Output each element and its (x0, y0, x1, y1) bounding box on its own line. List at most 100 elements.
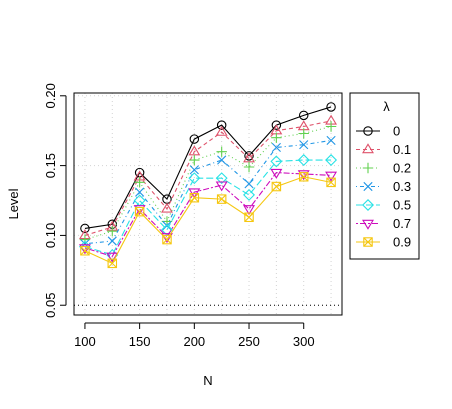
y-tick-label: 0.05 (43, 293, 58, 318)
x-tick-label: 100 (74, 334, 96, 349)
series-line (84, 106, 332, 229)
x-axis-label: N (203, 373, 212, 388)
marker-circle (298, 110, 309, 121)
marker-cross (135, 187, 145, 197)
marker-square-cross (326, 177, 336, 187)
marker-square-cross (271, 181, 281, 192)
x-tick-label: 250 (238, 334, 260, 349)
marker-square (244, 212, 254, 223)
series-line (84, 125, 332, 241)
legend-item: 0.3 (356, 179, 411, 194)
marker-circle (189, 134, 200, 144)
legend-item: 0.7 (356, 216, 411, 231)
marker-diamond (243, 188, 255, 201)
marker-square-cross (135, 207, 145, 217)
marker-plus (134, 177, 145, 188)
marker-square-cross (217, 194, 227, 204)
marker-triangle-up (243, 152, 255, 163)
series-0-3 (80, 135, 336, 249)
series-0-9 (80, 172, 336, 269)
marker-square (80, 246, 90, 256)
y-tick-label: 0.20 (43, 83, 58, 108)
marker-plus (189, 154, 200, 166)
marker-triangle-down (215, 181, 228, 192)
marker-triangle-down (362, 219, 374, 230)
marker-diamond (270, 155, 283, 168)
legend-label: 0.7 (393, 216, 411, 231)
x-axis: 100 150 200 250 300 (74, 322, 315, 349)
legend-item: 0.1 (356, 142, 411, 157)
legend-item: 0.2 (356, 161, 411, 176)
series-0-7 (78, 168, 338, 263)
x-tick-label: 300 (293, 334, 315, 349)
legend-item: 0 (356, 124, 400, 139)
marker-square-cross (162, 235, 172, 245)
marker-square (363, 237, 373, 247)
marker-cross (244, 179, 254, 189)
marker-plus (243, 161, 255, 173)
marker-plus (325, 121, 337, 132)
marker-triangle-down (243, 205, 255, 216)
marker-square (134, 206, 145, 217)
x-tick-label: 200 (183, 334, 205, 349)
legend-label: 0.2 (393, 161, 411, 176)
marker-plus (298, 128, 309, 139)
legend-label: 0.9 (393, 235, 411, 250)
marker-circle (80, 223, 90, 234)
marker-plus (362, 162, 374, 174)
marker-cross (271, 142, 281, 153)
marker-circle (216, 120, 227, 130)
legend-label: 0.3 (393, 179, 411, 194)
marker-circle (326, 102, 336, 112)
marker-diamond (325, 154, 338, 166)
marker-cross (299, 140, 309, 150)
marker-circle (363, 126, 373, 136)
series-0-5 (78, 154, 338, 261)
x-tick-label: 150 (129, 334, 151, 349)
marker-plus (107, 226, 118, 237)
legend-item: 0.9 (356, 235, 411, 250)
series-0-1 (78, 114, 338, 240)
marker-square (189, 192, 200, 203)
y-axis-label: Level (6, 188, 21, 219)
series-0 (80, 102, 336, 234)
marker-cross (162, 221, 172, 231)
marker-square (326, 177, 336, 188)
marker-cross (189, 165, 199, 175)
y-tick-label: 0.15 (43, 153, 58, 178)
marker-square (162, 234, 172, 245)
grid (74, 93, 342, 315)
marker-square (216, 194, 227, 204)
legend-label: 0.5 (393, 198, 411, 213)
marker-square-cross (244, 212, 254, 222)
marker-triangle-down (325, 171, 338, 182)
marker-square-cross (363, 237, 373, 247)
marker-square (298, 172, 309, 182)
marker-diamond (188, 172, 201, 185)
marker-cross (217, 155, 227, 165)
marker-square (107, 258, 118, 269)
marker-square-cross (107, 258, 117, 268)
marker-diamond (297, 154, 310, 166)
marker-plus (271, 132, 282, 143)
marker-plus (216, 146, 227, 157)
marker-triangle-down (106, 252, 119, 263)
marker-triangle-up (362, 143, 374, 154)
legend-box (349, 92, 420, 260)
marker-triangle-down (270, 168, 283, 179)
marker-triangle-up (188, 145, 201, 156)
marker-cross (107, 236, 117, 246)
marker-triangle-up (161, 202, 173, 213)
plot-frame (73, 92, 343, 316)
series-layer (78, 102, 338, 269)
y-axis: 0.05 0.10 0.15 0.20 (43, 83, 67, 318)
series-line (84, 172, 332, 258)
legend-title: λ (383, 99, 390, 114)
marker-cross (363, 181, 373, 192)
marker-triangle-up (215, 125, 228, 136)
marker-circle (244, 151, 254, 161)
marker-diamond (362, 199, 374, 211)
legend-item: 0.5 (356, 198, 411, 213)
